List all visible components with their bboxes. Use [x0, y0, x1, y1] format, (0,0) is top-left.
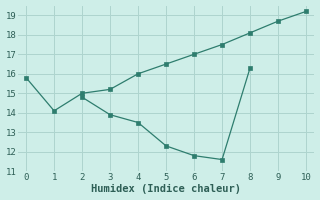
- X-axis label: Humidex (Indice chaleur): Humidex (Indice chaleur): [91, 184, 241, 194]
